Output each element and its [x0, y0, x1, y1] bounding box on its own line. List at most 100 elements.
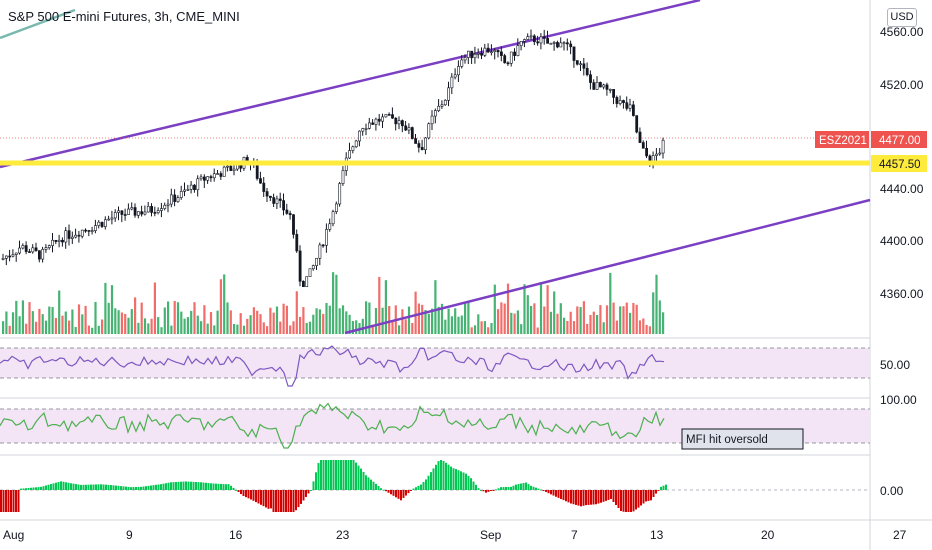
histogram-bar	[582, 490, 585, 506]
mfi-top-label: 100.00	[880, 393, 917, 407]
candle-body	[417, 143, 421, 148]
histogram-bar	[190, 481, 192, 490]
volume-bar	[18, 316, 21, 334]
histogram-bar	[80, 484, 82, 490]
volume-bar	[378, 276, 381, 334]
histogram-bar	[15, 490, 17, 512]
histogram-bar	[192, 481, 195, 490]
candle-body	[179, 191, 183, 198]
histogram-bar	[610, 490, 612, 499]
histogram-bar	[482, 490, 485, 492]
price-tick: 4400.00	[880, 234, 924, 248]
candle-body	[318, 244, 322, 259]
histogram-bar	[0, 490, 2, 512]
volume-bar	[259, 314, 262, 334]
histogram-bar	[177, 481, 180, 490]
channel-upper-line[interactable]	[0, 0, 701, 169]
histogram-bar	[272, 490, 275, 512]
candle-body	[420, 147, 424, 151]
candle-body	[305, 276, 309, 288]
volume-bar	[256, 310, 259, 334]
histogram-bar	[285, 490, 287, 512]
rsi-band	[0, 348, 870, 378]
candle-body	[334, 203, 338, 212]
volume-bar	[229, 310, 232, 334]
volume-bar	[279, 321, 282, 334]
histogram-bar	[585, 490, 587, 506]
volume-bar	[249, 315, 252, 334]
currency-button[interactable]: USD	[887, 8, 917, 27]
histogram-bar	[357, 465, 360, 490]
volume-bar	[186, 317, 189, 334]
volume-bar	[226, 302, 229, 334]
mfi-annotation-box[interactable]	[681, 428, 804, 450]
time-label: 13	[650, 528, 664, 542]
time-label: 20	[761, 528, 775, 542]
candle-body	[272, 197, 276, 204]
histogram-bar	[545, 490, 547, 492]
candle-body	[549, 42, 553, 45]
time-label: Sep	[480, 528, 502, 542]
histogram-bar	[567, 490, 570, 503]
histogram-bar	[20, 488, 22, 490]
histogram-bar	[645, 490, 647, 502]
volume-bar	[302, 307, 305, 334]
histogram-bar	[522, 483, 525, 490]
candle-body	[222, 166, 226, 177]
histogram-bar	[290, 490, 292, 512]
volume-bar	[124, 313, 127, 334]
candle-body	[351, 146, 355, 151]
volume-bar	[236, 324, 239, 334]
candle-body	[80, 229, 84, 237]
candle-body	[123, 214, 127, 216]
volume-bar	[137, 322, 140, 334]
candle-body	[559, 42, 563, 48]
candle-body	[585, 68, 589, 76]
histogram-bar	[607, 490, 610, 500]
histogram-bar	[127, 486, 130, 490]
candle-body	[120, 210, 124, 215]
teal-trendline[interactable]	[0, 8, 76, 40]
volume-bar	[543, 306, 546, 334]
candle-body	[117, 210, 121, 213]
histogram-bar	[265, 490, 267, 508]
histogram-bar	[390, 490, 392, 495]
volume-bar	[328, 305, 331, 334]
histogram-bar	[62, 481, 65, 490]
histogram-bar	[210, 483, 212, 490]
channel-lower-line[interactable]	[344, 198, 871, 335]
volume-bar	[341, 305, 345, 334]
histogram-bar	[315, 472, 317, 490]
histogram-bar	[665, 484, 667, 490]
volume-bar	[619, 306, 622, 334]
volume-bar	[348, 314, 351, 334]
histogram-bar	[45, 485, 47, 490]
volume-bar	[325, 302, 328, 334]
histogram-bar	[475, 484, 477, 490]
candle-body	[341, 170, 345, 184]
volume-bar	[487, 327, 490, 334]
volume-bar	[642, 318, 645, 334]
volume-bar	[193, 302, 196, 334]
histogram-bar	[150, 485, 152, 490]
histogram-bar	[50, 484, 52, 490]
candle-body	[433, 110, 437, 117]
histogram-bar	[100, 484, 102, 490]
histogram-bar	[87, 484, 90, 490]
candle-body	[427, 123, 431, 139]
histogram-bar	[305, 490, 307, 497]
volume-bar	[391, 322, 394, 334]
histogram-bar	[337, 460, 340, 490]
volume-bar	[569, 311, 572, 334]
candle-body	[67, 230, 71, 239]
histogram-bar	[362, 471, 365, 490]
candle-body	[414, 138, 418, 144]
histogram-bar	[450, 466, 452, 490]
volume-bar	[539, 281, 543, 334]
volume-bar	[44, 320, 48, 334]
candle-body	[8, 255, 12, 258]
histogram-bar	[172, 482, 175, 490]
candle-body	[641, 142, 645, 149]
histogram-bar	[617, 490, 620, 508]
